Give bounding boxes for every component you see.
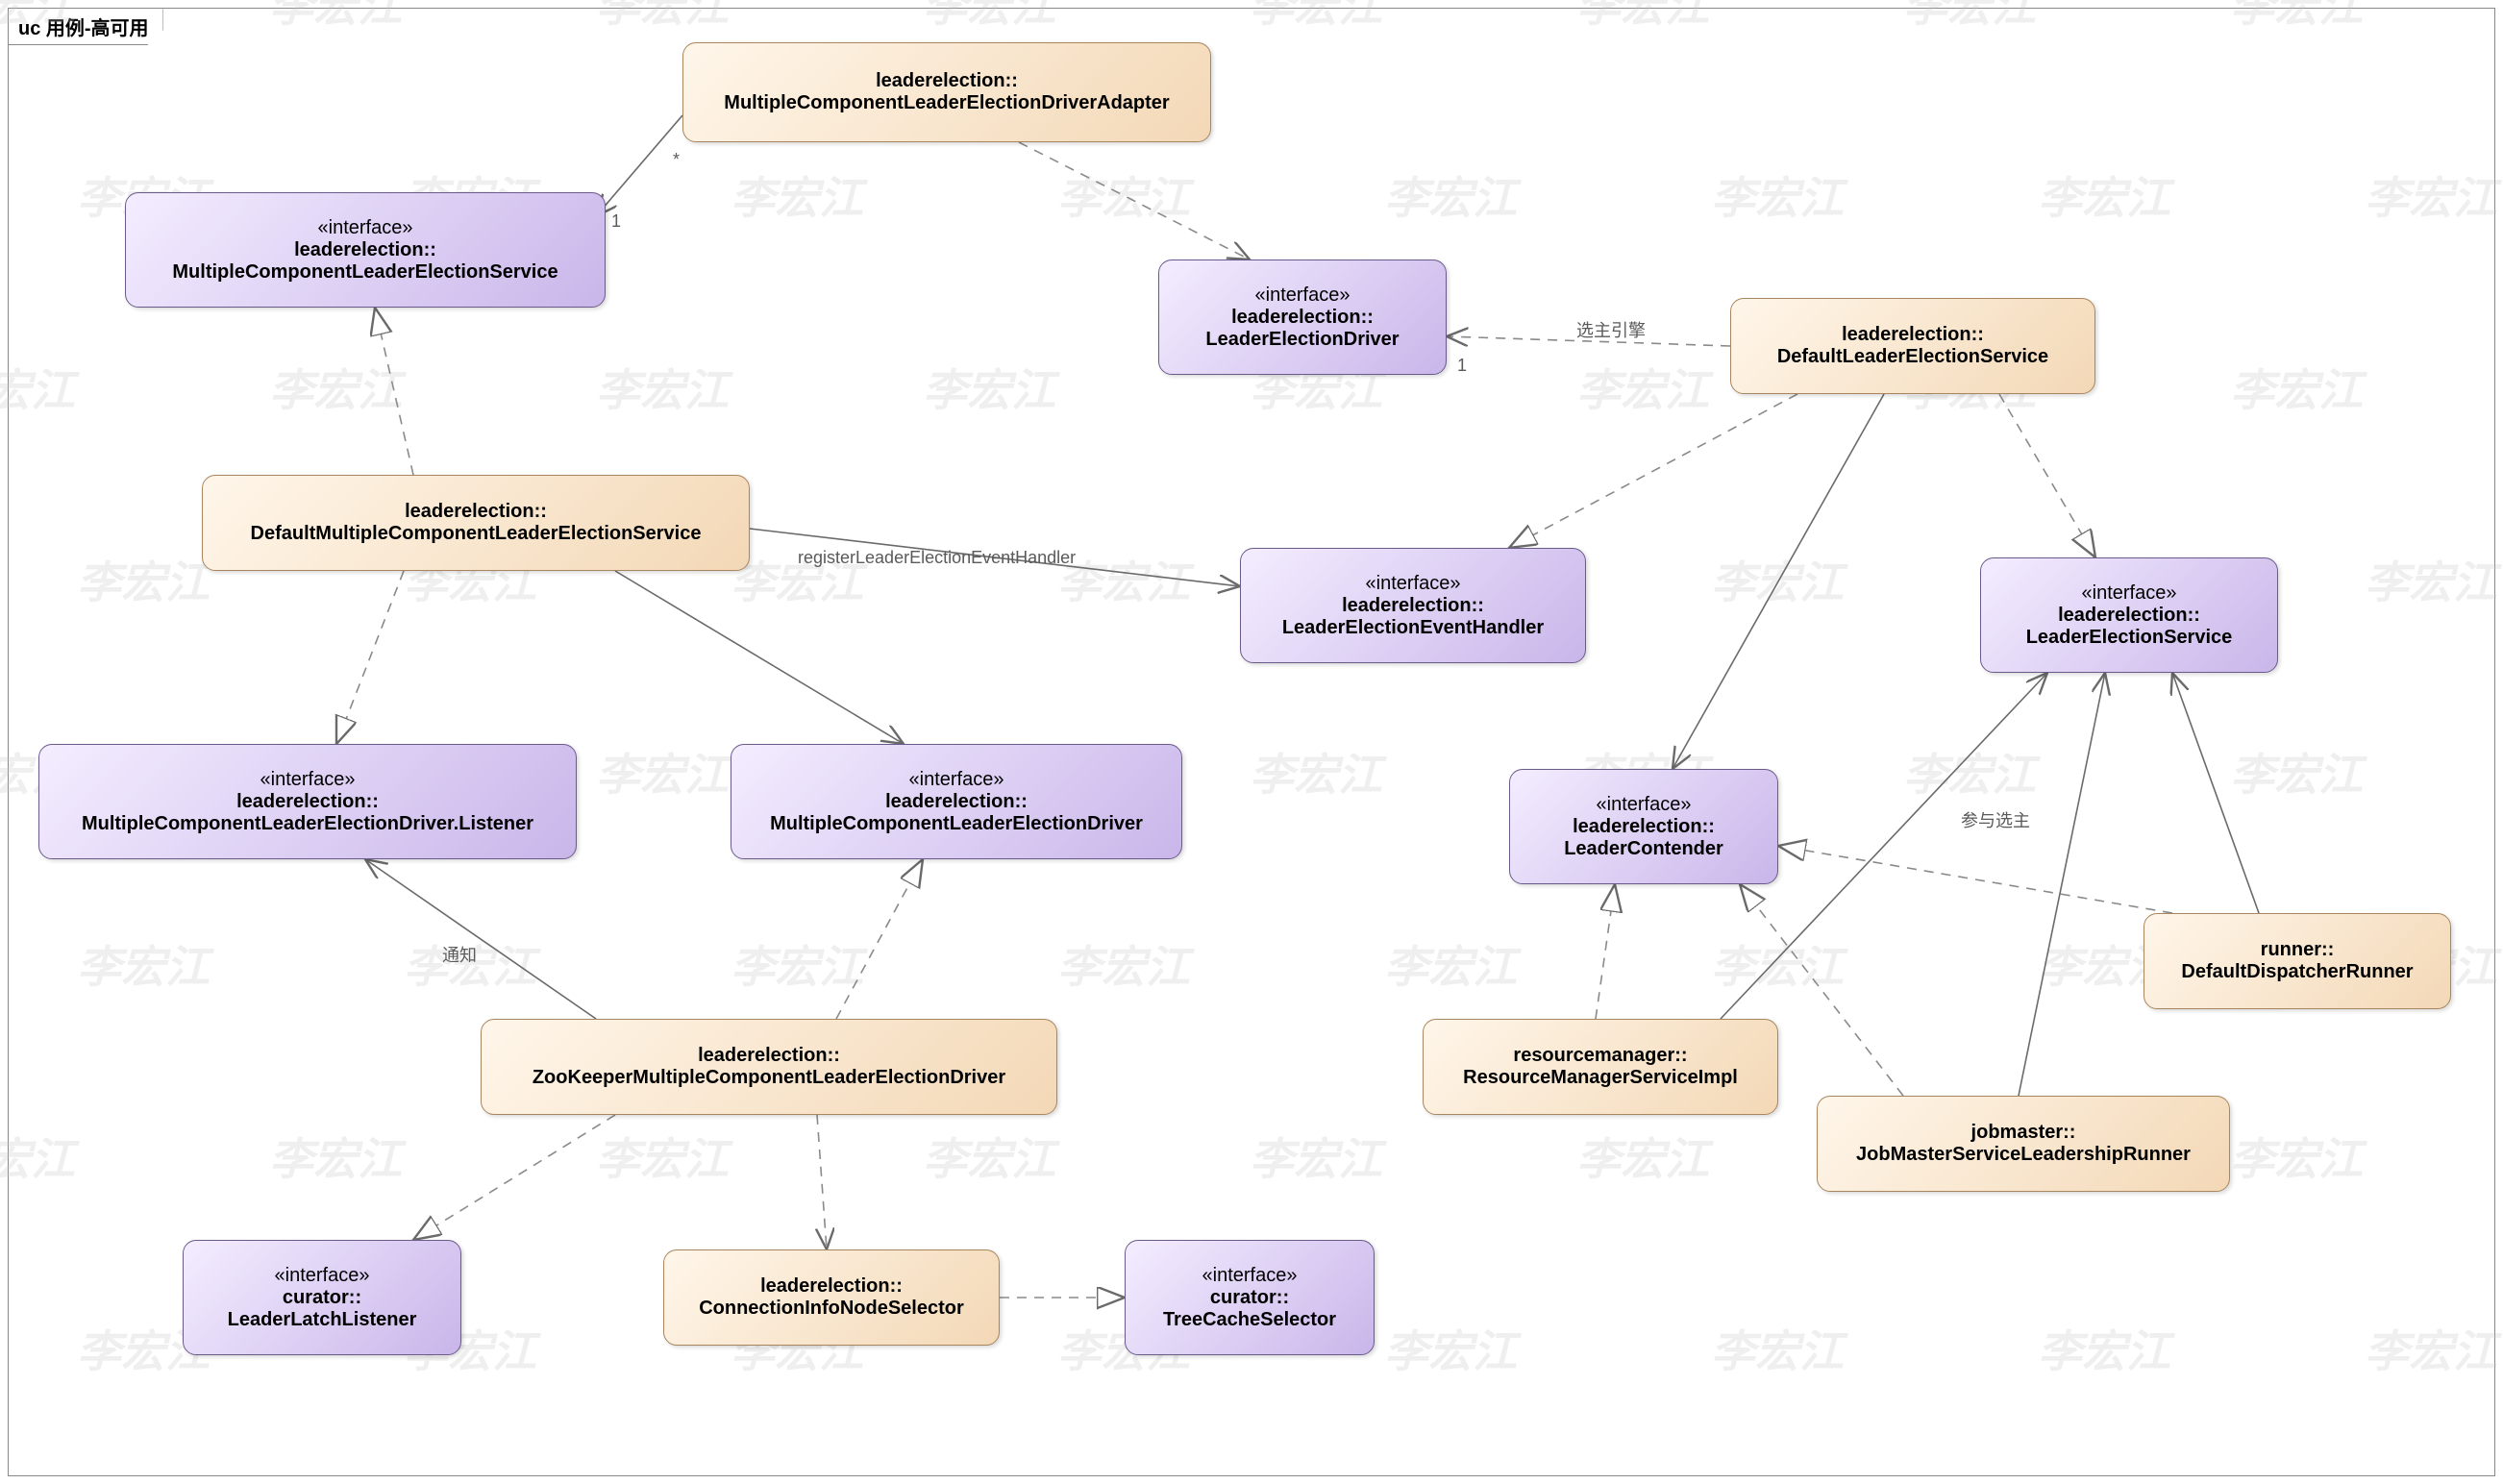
class-name-label: ConnectionInfoNodeSelector — [699, 1298, 964, 1320]
package-label: leaderelection:: — [405, 501, 547, 523]
package-label: leaderelection:: — [760, 1275, 903, 1298]
class-name-label: DefaultLeaderElectionService — [1777, 346, 2048, 368]
package-label: runner:: — [2261, 939, 2335, 961]
class-name-label: DefaultDispatcherRunner — [2181, 961, 2413, 983]
uml-class-node: leaderelection::DefaultLeaderElectionSer… — [1730, 298, 2095, 394]
class-name-label: LeaderElectionEventHandler — [1282, 617, 1544, 639]
class-name-label: TreeCacheSelector — [1163, 1309, 1336, 1331]
package-label: resourcemanager:: — [1513, 1045, 1687, 1067]
edge-label: 参与选主 — [1961, 807, 2030, 832]
package-label: leaderelection:: — [2058, 605, 2200, 627]
class-name-label: DefaultMultipleComponentLeaderElectionSe… — [251, 523, 702, 545]
stereotype-label: «interface» — [318, 217, 413, 239]
uml-interface-node: «interface»leaderelection::MultipleCompo… — [125, 192, 606, 308]
package-label: leaderelection:: — [294, 239, 436, 261]
stereotype-label: «interface» — [2082, 582, 2177, 605]
edge-label: registerLeaderElectionEventHandler — [798, 548, 1076, 568]
uml-interface-node: «interface»leaderelection::LeaderElectio… — [1240, 548, 1586, 663]
package-label: leaderelection:: — [876, 70, 1018, 92]
package-label: leaderelection:: — [698, 1045, 840, 1067]
stereotype-label: «interface» — [909, 769, 1004, 791]
edge-label: 选主引擎 — [1576, 317, 1646, 342]
class-name-label: JobMasterServiceLeadershipRunner — [1856, 1144, 2191, 1166]
class-name-label: LeaderElectionService — [2026, 627, 2233, 649]
package-label: leaderelection:: — [1842, 324, 1984, 346]
edge-label: 1 — [611, 211, 621, 232]
uml-class-node: resourcemanager::ResourceManagerServiceI… — [1423, 1019, 1778, 1115]
class-name-label: MultipleComponentLeaderElectionDriverAda… — [724, 92, 1169, 114]
stereotype-label: «interface» — [1597, 794, 1692, 816]
package-label: leaderelection:: — [1231, 307, 1374, 329]
package-label: jobmaster:: — [1971, 1122, 2076, 1144]
uml-interface-node: «interface»curator::LeaderLatchListener — [183, 1240, 461, 1355]
stereotype-label: «interface» — [275, 1265, 370, 1287]
uml-class-node: runner::DefaultDispatcherRunner — [2144, 913, 2451, 1009]
class-name-label: MultipleComponentLeaderElectionDriver — [770, 813, 1143, 835]
stereotype-label: «interface» — [260, 769, 356, 791]
package-label: leaderelection:: — [1342, 595, 1484, 617]
stereotype-label: «interface» — [1202, 1265, 1298, 1287]
edge-label: 通知 — [442, 942, 477, 967]
uml-class-node: leaderelection::MultipleComponentLeaderE… — [682, 42, 1211, 142]
class-name-label: ResourceManagerServiceImpl — [1463, 1067, 1738, 1089]
uml-class-node: leaderelection::DefaultMultipleComponent… — [202, 475, 750, 571]
stereotype-label: «interface» — [1255, 284, 1351, 307]
class-name-label: LeaderElectionDriver — [1205, 329, 1399, 351]
package-label: curator:: — [1210, 1287, 1289, 1309]
class-name-label: ZooKeeperMultipleComponentLeaderElection… — [533, 1067, 1005, 1089]
package-label: curator:: — [283, 1287, 361, 1309]
uml-interface-node: «interface»leaderelection::MultipleCompo… — [731, 744, 1182, 859]
uml-class-node: jobmaster::JobMasterServiceLeadershipRun… — [1817, 1096, 2230, 1192]
uml-interface-node: «interface»leaderelection::LeaderContend… — [1509, 769, 1778, 884]
uml-interface-node: «interface»leaderelection::LeaderElectio… — [1158, 260, 1447, 375]
uml-class-node: leaderelection::ConnectionInfoNodeSelect… — [663, 1249, 1000, 1346]
uml-interface-node: «interface»leaderelection::LeaderElectio… — [1980, 557, 2278, 673]
package-label: leaderelection:: — [1573, 816, 1715, 838]
uml-interface-node: «interface»curator::TreeCacheSelector — [1125, 1240, 1375, 1355]
uml-class-node: leaderelection::ZooKeeperMultipleCompone… — [481, 1019, 1057, 1115]
edge-label: 1 — [1457, 356, 1467, 376]
class-name-label: MultipleComponentLeaderElectionDriver.Li… — [82, 813, 533, 835]
frame-title: uc 用例-高可用 — [8, 8, 163, 45]
class-name-label: LeaderContender — [1564, 838, 1723, 860]
package-label: leaderelection:: — [885, 791, 1028, 813]
uml-interface-node: «interface»leaderelection::MultipleCompo… — [38, 744, 577, 859]
package-label: leaderelection:: — [236, 791, 379, 813]
stereotype-label: «interface» — [1366, 573, 1461, 595]
class-name-label: MultipleComponentLeaderElectionService — [172, 261, 558, 284]
edge-label: * — [673, 150, 680, 170]
class-name-label: LeaderLatchListener — [228, 1309, 417, 1331]
